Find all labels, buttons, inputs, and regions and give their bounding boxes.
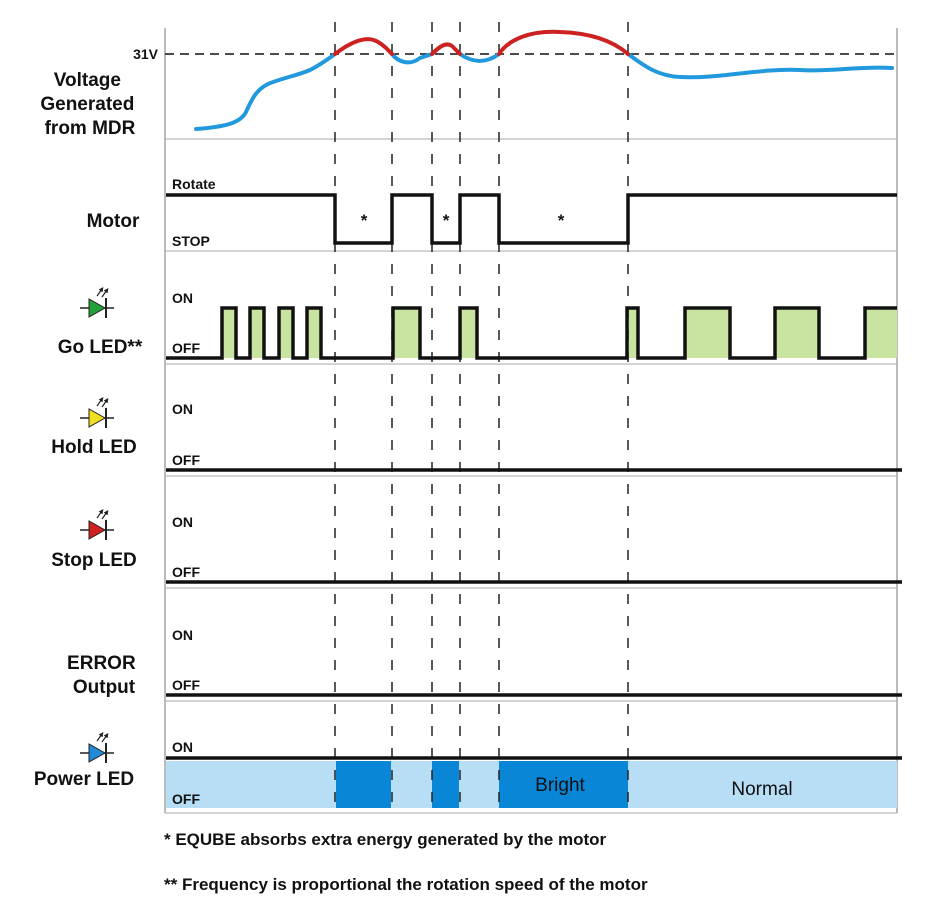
go-led-pulse-fills	[222, 308, 897, 358]
threshold-label: 31V	[133, 46, 159, 62]
power-bright-label: Bright	[535, 775, 585, 796]
absorb-mark: *	[443, 211, 450, 230]
voltage-curve-below	[194, 52, 337, 131]
voltage-curve-below	[626, 52, 894, 80]
voltage-curve-below	[458, 52, 501, 63]
go-led-waveform	[166, 306, 897, 360]
absorb-mark: *	[558, 211, 565, 230]
motor-high-label: Rotate	[172, 176, 216, 192]
stop-led-row-label: Stop LED	[51, 550, 137, 571]
hold-led-on-label: ON	[172, 401, 193, 417]
error-output-off-label: OFF	[172, 677, 200, 693]
led-blue-icon	[80, 732, 114, 763]
voltage-row-label: Voltage Generated from MDR	[40, 70, 139, 139]
absorb-mark: *	[361, 211, 368, 230]
motor-low-label: STOP	[172, 233, 210, 249]
power-bright-band	[499, 761, 628, 808]
go-led-off-label: OFF	[172, 340, 200, 356]
voltage-curve-below	[390, 52, 434, 65]
go-led-row-label: Go LED**	[58, 337, 143, 358]
motor-row-label: Motor	[87, 211, 140, 232]
led-red-icon	[80, 509, 114, 540]
error-output-row-label: ERROR Output	[67, 653, 141, 698]
hold-led-row-label: Hold LED	[51, 437, 137, 458]
power-led-off-label: OFF	[172, 791, 200, 807]
power-led-bands	[166, 761, 897, 808]
power-led-row-label: Power LED	[34, 769, 134, 790]
voltage-curve-above	[430, 42, 462, 56]
error-output-on-label: ON	[172, 627, 193, 643]
motor-waveform	[166, 193, 897, 245]
hold-led-off-label: OFF	[172, 452, 200, 468]
footnote-absorb: * EQUBE absorbs extra energy generated b…	[164, 830, 607, 849]
power-normal-label: Normal	[731, 779, 792, 800]
row-dividers	[165, 138, 897, 814]
go-led-on-label: ON	[172, 290, 193, 306]
led-yellow-icon	[80, 397, 114, 428]
stop-led-on-label: ON	[172, 514, 193, 530]
footnote-frequency: ** Frequency is proportional the rotatio…	[164, 875, 648, 894]
power-bright-band	[432, 761, 459, 808]
power-led-on-label: ON	[172, 739, 193, 755]
voltage-curve-above	[497, 29, 630, 56]
stop-led-off-label: OFF	[172, 564, 200, 580]
led-green-icon	[80, 287, 114, 318]
voltage-curve-above	[333, 37, 394, 56]
power-bright-band	[336, 761, 391, 808]
